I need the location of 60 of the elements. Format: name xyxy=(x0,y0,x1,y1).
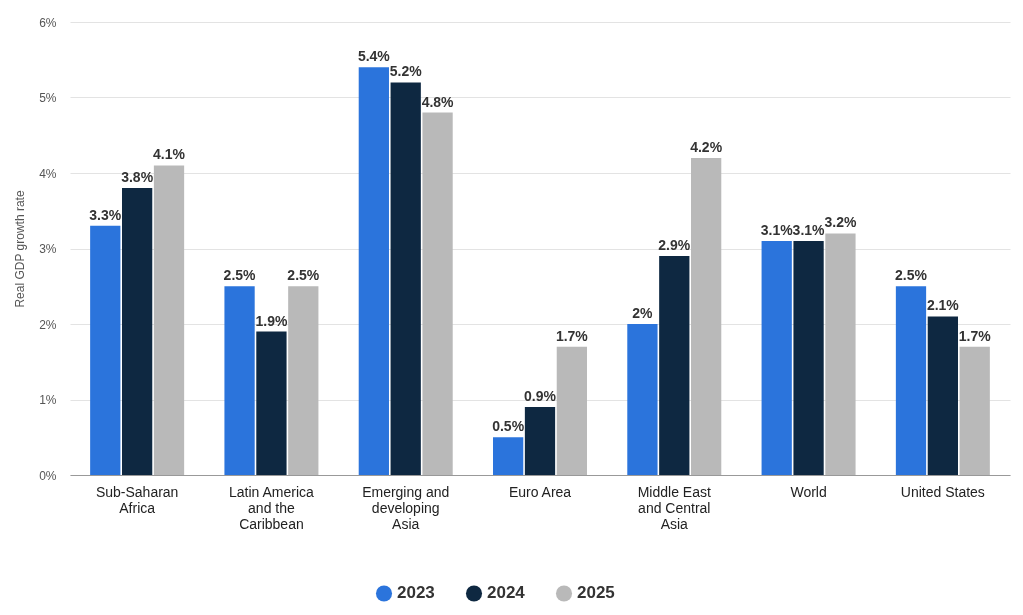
legend-label: 2024 xyxy=(487,583,526,603)
x-tick-label: United States xyxy=(900,483,985,500)
bar xyxy=(90,225,121,475)
data-label: 3.1% xyxy=(792,221,826,238)
data-label: 5.2% xyxy=(389,63,423,80)
bar xyxy=(627,324,658,475)
data-label: 0.5% xyxy=(492,418,525,435)
data-label: 1.7% xyxy=(958,327,992,344)
x-tick-label: Sub-Saharan Africa xyxy=(95,483,179,516)
bar xyxy=(224,286,255,475)
data-label: 4.8% xyxy=(421,93,455,110)
bar xyxy=(493,437,524,475)
data-label: 1.7% xyxy=(555,327,589,344)
bar xyxy=(825,233,856,475)
data-label: 3.8% xyxy=(121,169,154,186)
bar xyxy=(422,112,453,475)
data-label: 4.1% xyxy=(153,146,186,163)
data-label: 1.9% xyxy=(255,312,288,329)
bar xyxy=(691,157,722,475)
data-label: 3.1% xyxy=(760,221,794,238)
bar xyxy=(524,407,556,475)
bar xyxy=(556,346,587,475)
bar xyxy=(895,286,927,475)
legend-label: 2023 xyxy=(397,583,435,603)
data-label: 5.4% xyxy=(357,48,391,65)
bar xyxy=(122,188,153,475)
y-tick-label: 2% xyxy=(39,317,57,332)
data-label: 3.3% xyxy=(89,206,122,223)
x-tick-label: Euro Area xyxy=(508,483,572,500)
y-tick-label: 4% xyxy=(39,166,57,181)
bar xyxy=(256,331,287,475)
bar xyxy=(659,256,690,475)
data-label: 2.5% xyxy=(895,267,928,284)
data-label: 2.9% xyxy=(658,237,691,254)
bar xyxy=(288,286,319,475)
y-tick-label: 6% xyxy=(39,15,57,30)
bar xyxy=(358,67,389,475)
x-tick-label: World xyxy=(790,483,827,500)
bar xyxy=(390,82,421,475)
data-label: 2.1% xyxy=(926,297,960,314)
y-axis-title: Real GDP growth rate xyxy=(13,190,28,308)
legend-label: 2025 xyxy=(577,583,615,603)
bar xyxy=(793,240,824,475)
x-tick-label: Latin America and the Caribbean xyxy=(229,483,315,532)
data-label: 4.2% xyxy=(690,138,723,155)
y-tick-label: 1% xyxy=(39,393,57,407)
y-tick-label: 3% xyxy=(39,242,57,256)
x-tick-label: Middle East and Central Asia xyxy=(637,483,711,532)
bar xyxy=(761,240,792,475)
bar xyxy=(927,316,958,475)
y-tick-label: 5% xyxy=(39,91,57,105)
y-tick-label: 0% xyxy=(39,468,57,483)
bar xyxy=(959,346,990,475)
x-tick-label: Emerging and developing Asia xyxy=(362,483,450,532)
data-label: 3.2% xyxy=(824,214,857,231)
data-label: 2% xyxy=(632,305,654,321)
data-label: 2.5% xyxy=(223,267,257,284)
data-label: 0.9% xyxy=(524,388,557,405)
data-label: 2.5% xyxy=(287,267,320,284)
bar xyxy=(153,165,185,475)
